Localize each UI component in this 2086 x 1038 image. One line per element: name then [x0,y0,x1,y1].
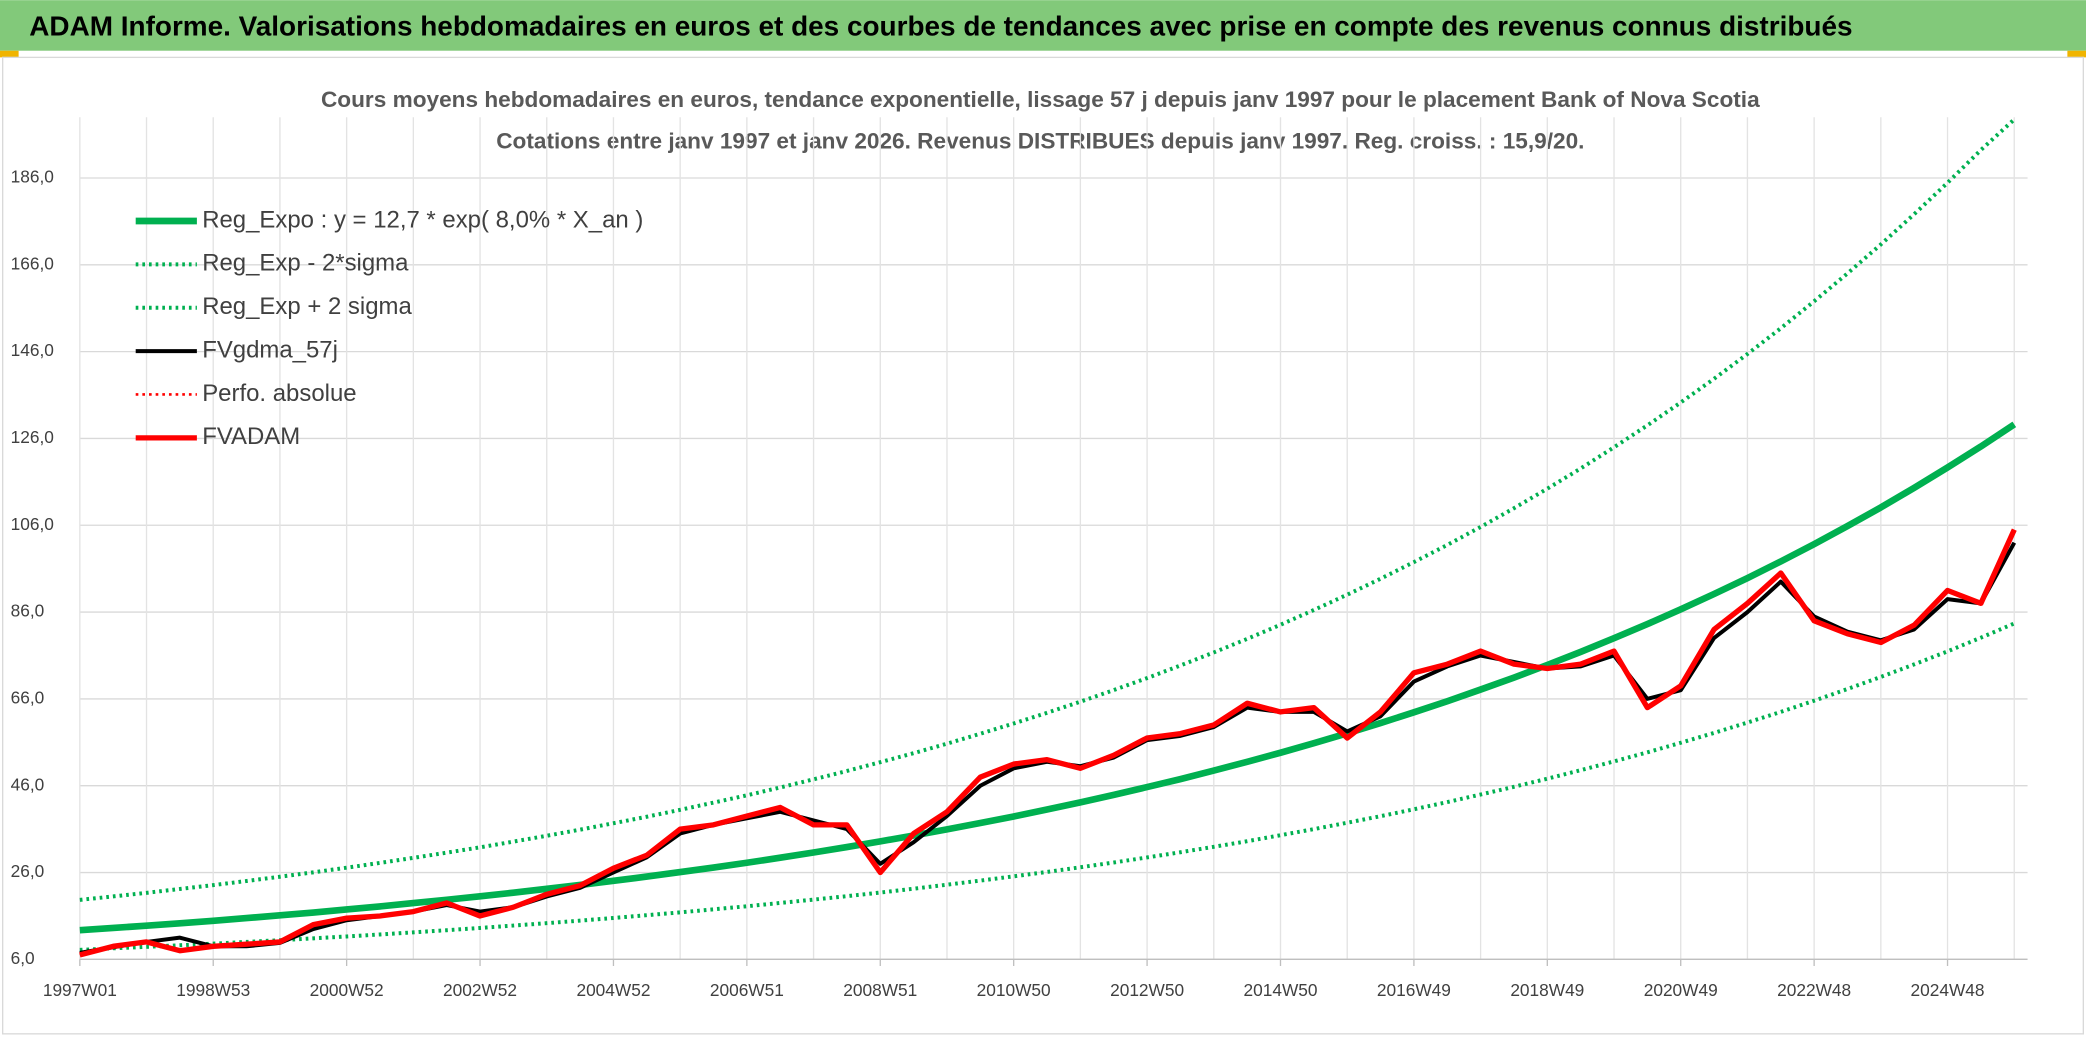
legend-label: Reg_Exp + 2 sigma [202,293,412,320]
y-tick-label: 26,0 [11,861,45,881]
series-line [79,421,2017,934]
y-tick-label: 126,0 [11,427,54,447]
x-tick-label: 2008W51 [843,980,917,1000]
x-tick-label: 2002W52 [443,980,517,1000]
chart-title: Cours moyens hebdomadaires en euros, ten… [321,87,1760,112]
x-tick-label: 2012W50 [1110,980,1184,1000]
x-tick-label: 2020W49 [1644,980,1718,1000]
x-tick-label: 1997W01 [43,980,117,1000]
x-tick-label: 2006W51 [710,980,784,1000]
legend-label: Reg_Expo : y = 12,7 * exp( 8,0% * X_an ) [202,206,643,233]
y-tick-label: 106,0 [11,514,54,534]
legend-label: Reg_Exp - 2*sigma [202,250,409,277]
y-tick-label: 66,0 [11,687,45,707]
y-tick-label: 86,0 [11,601,45,621]
legend-label: FVgdma_57j [202,336,338,363]
x-tick-label: 2024W48 [1911,980,1985,1000]
legend-label: FVADAM [202,423,300,450]
page-title: ADAM Informe. Valorisations hebdomadaire… [29,10,1852,41]
chart-subtitle: Cotations entre janv 1997 et janv 2026. … [496,128,1584,153]
x-tick-label: 2018W49 [1510,980,1584,1000]
corner [0,50,19,58]
y-tick-label: 46,0 [11,774,45,794]
corner [2067,50,2086,58]
y-tick-label: 146,0 [11,340,54,360]
chart-border [1,56,2085,1035]
y-tick-label: 6,0 [11,948,35,968]
x-tick-label: 1998W53 [176,980,250,1000]
x-tick-label: 2014W50 [1244,980,1318,1000]
y-tick-label: 166,0 [11,253,54,273]
legend-label: Perfo. absolue [202,380,356,407]
series-line [79,528,2017,958]
x-tick-label: 2016W49 [1377,980,1451,1000]
x-tick-label: 2004W52 [576,980,650,1000]
x-tick-label: 2022W48 [1777,980,1851,1000]
series-line [79,117,2016,902]
y-tick-label: 186,0 [11,167,54,187]
title-bar [0,0,2086,51]
x-tick-label: 2000W52 [310,980,384,1000]
x-tick-label: 2010W50 [977,980,1051,1000]
